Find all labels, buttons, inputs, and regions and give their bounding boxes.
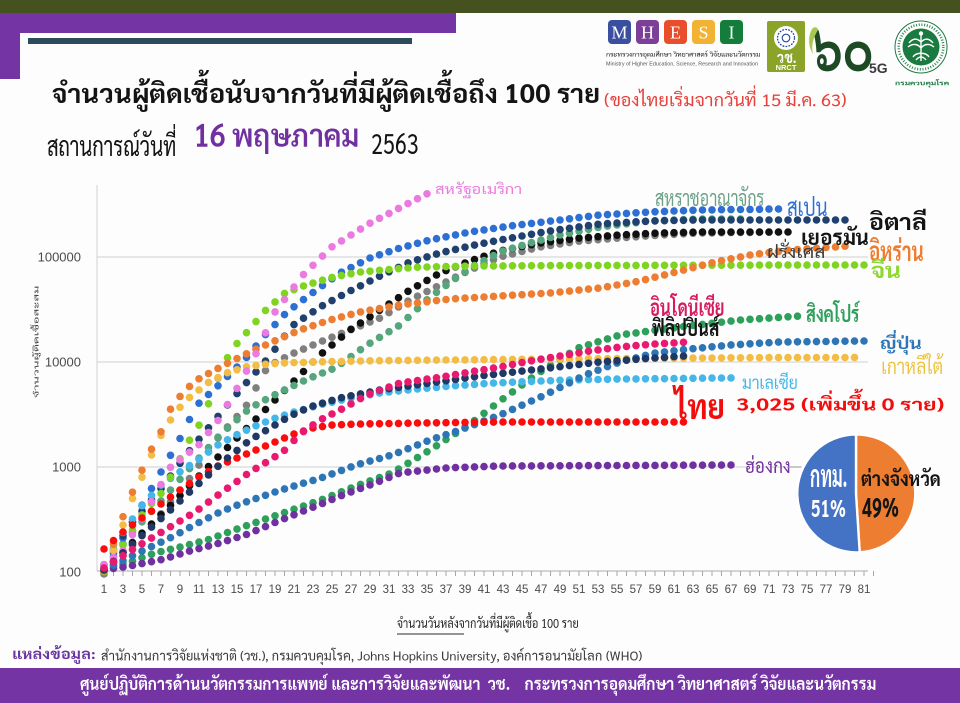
svg-text:Ministry of Higher Education,: Ministry of Higher Education, Science, R… bbox=[606, 62, 758, 68]
svg-text:17: 17 bbox=[250, 584, 263, 596]
svg-text:51: 51 bbox=[573, 584, 586, 596]
svg-text:39: 39 bbox=[459, 584, 472, 596]
svg-text:47: 47 bbox=[535, 584, 548, 596]
svg-text:69: 69 bbox=[744, 584, 757, 596]
svg-text:31: 31 bbox=[383, 584, 396, 596]
svg-text:59: 59 bbox=[649, 584, 662, 596]
svg-text:23: 23 bbox=[307, 584, 320, 596]
svg-text:73: 73 bbox=[782, 584, 795, 596]
svg-text:79: 79 bbox=[839, 584, 852, 596]
svg-text:65: 65 bbox=[706, 584, 719, 596]
svg-text:49: 49 bbox=[554, 584, 567, 596]
svg-text:57: 57 bbox=[630, 584, 643, 596]
svg-text:3: 3 bbox=[120, 584, 126, 596]
svg-text:61: 61 bbox=[668, 584, 681, 596]
svg-text:63: 63 bbox=[687, 584, 700, 596]
svg-text:81: 81 bbox=[858, 584, 871, 596]
svg-text:10000: 10000 bbox=[45, 355, 81, 370]
svg-text:43: 43 bbox=[497, 584, 510, 596]
svg-text:S: S bbox=[698, 23, 708, 43]
svg-text:9: 9 bbox=[177, 584, 183, 596]
svg-text:E: E bbox=[670, 23, 681, 43]
svg-text:5: 5 bbox=[139, 584, 145, 596]
svg-text:53: 53 bbox=[592, 584, 605, 596]
svg-text:25: 25 bbox=[326, 584, 339, 596]
svg-text:55: 55 bbox=[611, 584, 624, 596]
svg-text:11: 11 bbox=[193, 584, 205, 596]
svg-text:13: 13 bbox=[212, 584, 225, 596]
svg-text:27: 27 bbox=[345, 584, 358, 596]
svg-text:1: 1 bbox=[101, 584, 107, 596]
svg-text:37: 37 bbox=[440, 584, 453, 596]
svg-text:45: 45 bbox=[516, 584, 529, 596]
svg-text:100: 100 bbox=[59, 565, 81, 580]
svg-text:71: 71 bbox=[763, 584, 776, 596]
svg-text:41: 41 bbox=[478, 584, 491, 596]
svg-text:5G: 5G bbox=[869, 60, 888, 76]
svg-text:15: 15 bbox=[231, 584, 244, 596]
svg-text:I: I bbox=[729, 23, 735, 43]
svg-text:7: 7 bbox=[158, 584, 164, 596]
svg-text:35: 35 bbox=[421, 584, 434, 596]
svg-text:33: 33 bbox=[402, 584, 415, 596]
svg-text:NRCT: NRCT bbox=[776, 63, 797, 72]
svg-text:H: H bbox=[641, 23, 654, 43]
svg-text:19: 19 bbox=[269, 584, 282, 596]
svg-text:1000: 1000 bbox=[52, 460, 81, 475]
svg-text:M: M bbox=[611, 23, 627, 43]
svg-text:67: 67 bbox=[725, 584, 738, 596]
svg-text:29: 29 bbox=[364, 584, 377, 596]
svg-text:100000: 100000 bbox=[38, 250, 81, 265]
svg-text:77: 77 bbox=[820, 584, 833, 596]
svg-text:75: 75 bbox=[801, 584, 814, 596]
svg-text:21: 21 bbox=[288, 584, 301, 596]
